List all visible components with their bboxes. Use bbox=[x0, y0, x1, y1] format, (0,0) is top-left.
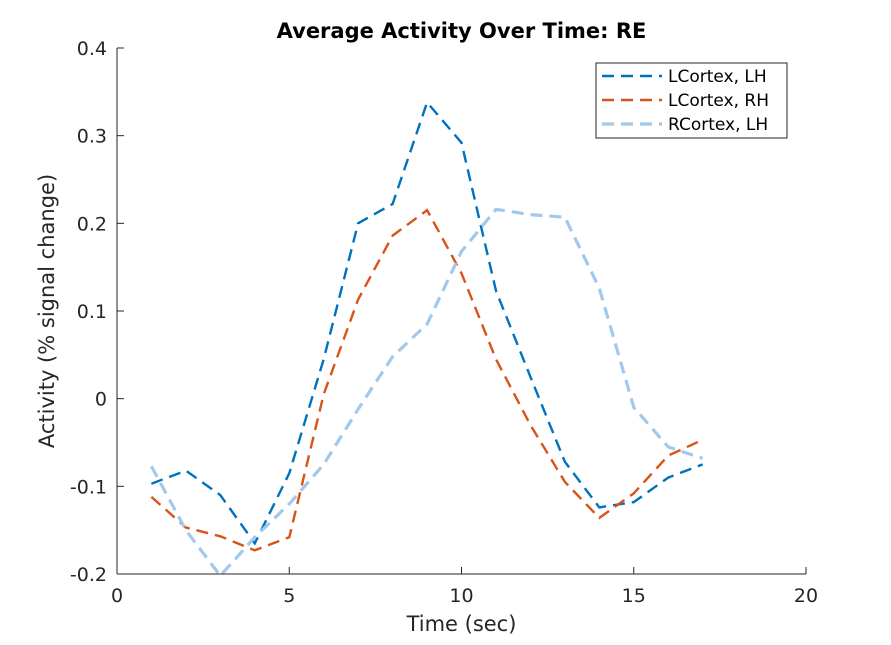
y-tick-label: -0.1 bbox=[70, 476, 107, 498]
legend-items: LCortex, LH LCortex, RH RCortex, LH bbox=[602, 67, 769, 135]
x-tick-label: 10 bbox=[449, 585, 473, 607]
x-tick-label: 5 bbox=[283, 585, 295, 607]
y-tick-label: -0.2 bbox=[70, 564, 107, 586]
x-tick-label: 15 bbox=[622, 585, 646, 607]
y-tick-label: 0.4 bbox=[77, 38, 107, 60]
series-line-1 bbox=[150, 100, 704, 546]
y-tick-label: 0.3 bbox=[77, 126, 107, 148]
series-line-2 bbox=[150, 208, 704, 552]
legend-label-1: LCortex, LH bbox=[668, 67, 767, 87]
y-axis-label: Activity (% signal change) bbox=[35, 174, 59, 448]
chart-title: Average Activity Over Time: RE bbox=[277, 19, 647, 43]
ticks-layer: 0 5 10 15 20 -0.2 -0.1 0 0.1 0.2 0.3 0.4 bbox=[70, 38, 818, 607]
legend-label-2: LCortex, RH bbox=[668, 91, 769, 111]
x-tick-label: 20 bbox=[794, 585, 818, 607]
legend-label-3: RCortex, LH bbox=[668, 115, 768, 135]
y-tick-label: 0 bbox=[95, 389, 107, 411]
y-tick-label: 0.1 bbox=[77, 301, 107, 323]
x-tick-label: 0 bbox=[111, 585, 123, 607]
x-axis-label: Time (sec) bbox=[406, 612, 517, 636]
y-tick-label: 0.2 bbox=[77, 213, 107, 235]
series-line-3 bbox=[149, 207, 704, 579]
series-layer bbox=[149, 100, 704, 579]
legend: LCortex, LH LCortex, RH RCortex, LH bbox=[595, 62, 788, 139]
